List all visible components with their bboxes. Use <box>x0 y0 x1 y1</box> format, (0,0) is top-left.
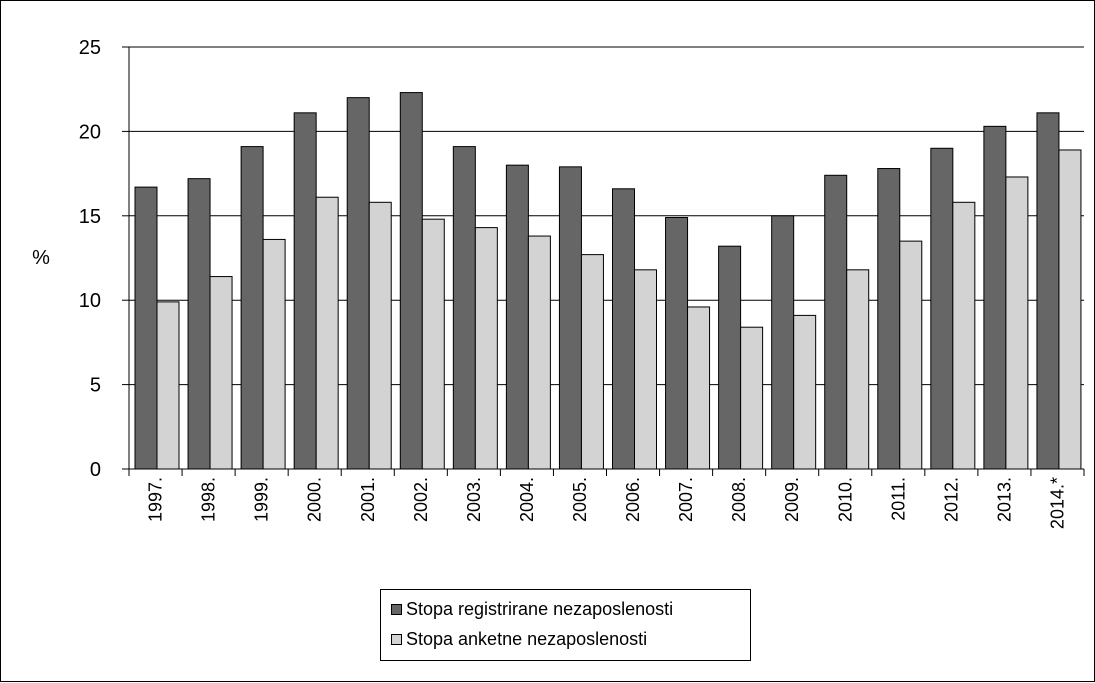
bar <box>505 164 529 470</box>
x-tick-label: 2010. <box>835 477 855 522</box>
y-tick-label: 20 <box>79 121 101 143</box>
gridlines <box>129 46 1084 386</box>
axes: 0 5 10 15 20 25 1997. 1998. 1999. 2000. 2001. 2002.… <box>79 37 1085 529</box>
x-tick-label: 1997. <box>146 477 166 522</box>
bar <box>421 218 445 470</box>
bar <box>824 174 848 470</box>
x-tick-label: 1998. <box>199 477 219 522</box>
x-tick-label: 2011. <box>888 477 908 521</box>
bar <box>793 314 817 470</box>
bar <box>899 240 923 470</box>
bar <box>368 201 392 470</box>
x-tick-label: 2003. <box>464 477 484 522</box>
bar <box>134 186 158 470</box>
x-tick-label: 2001. <box>358 477 378 522</box>
legend: Stopa registrirane nezaposlenosti Stopa … <box>380 589 751 661</box>
bars <box>134 92 1082 470</box>
y-tick-label: 15 <box>79 206 101 228</box>
x-tick-label: 2002. <box>411 477 431 522</box>
bar <box>187 178 211 470</box>
x-tick-label: 2014.* <box>1047 477 1067 529</box>
y-axis-label: % <box>32 247 50 269</box>
bar <box>262 238 286 470</box>
x-tick-label: 2012. <box>941 477 961 522</box>
bar <box>558 166 582 470</box>
y-tick-label: 10 <box>79 290 101 312</box>
x-tick-label: 2007. <box>676 477 696 522</box>
bar <box>687 306 711 470</box>
y-tick-label: 5 <box>90 375 101 397</box>
legend-swatch-survey <box>391 633 402 645</box>
bar <box>293 112 317 470</box>
x-tick-label: 1999. <box>252 477 272 522</box>
bar <box>240 146 264 470</box>
bar <box>612 188 635 470</box>
bar <box>665 216 689 470</box>
bar <box>452 146 476 470</box>
bar <box>846 269 870 470</box>
x-tick-label: 2009. <box>782 477 802 522</box>
x-tick-label: 2004. <box>517 477 537 522</box>
legend-swatch-registered <box>391 603 402 615</box>
bar <box>740 326 764 470</box>
bar <box>315 196 339 470</box>
bar <box>983 125 1007 470</box>
legend-item-survey: Stopa anketne nezaposlenosti <box>391 627 647 651</box>
y-tick-label: 0 <box>90 459 101 481</box>
bar <box>346 97 370 470</box>
x-tick-label: 2006. <box>623 477 643 522</box>
bar <box>1036 112 1060 470</box>
x-tick-label: 2013. <box>994 477 1014 522</box>
bar <box>952 201 976 470</box>
bar <box>580 254 604 470</box>
legend-label-survey: Stopa anketne nezaposlenosti <box>406 629 648 649</box>
y-tick-label: 25 <box>79 37 101 59</box>
legend-item-registered: Stopa registrirane nezaposlenosti <box>391 597 673 621</box>
bar <box>877 168 901 470</box>
bar <box>156 301 180 470</box>
legend-label-registered: Stopa registrirane nezaposlenosti <box>406 599 674 619</box>
bar <box>474 227 498 470</box>
x-tick-label: 2000. <box>305 477 325 522</box>
bar <box>634 269 657 470</box>
bar <box>209 276 233 470</box>
bar <box>1005 176 1029 470</box>
bar <box>527 235 551 470</box>
bar <box>399 92 423 470</box>
x-tick-label: 2008. <box>729 477 749 522</box>
bar <box>718 245 742 470</box>
bar <box>1058 149 1082 470</box>
bar <box>771 215 795 470</box>
x-tick-label: 2005. <box>570 477 590 522</box>
bar <box>930 147 954 470</box>
